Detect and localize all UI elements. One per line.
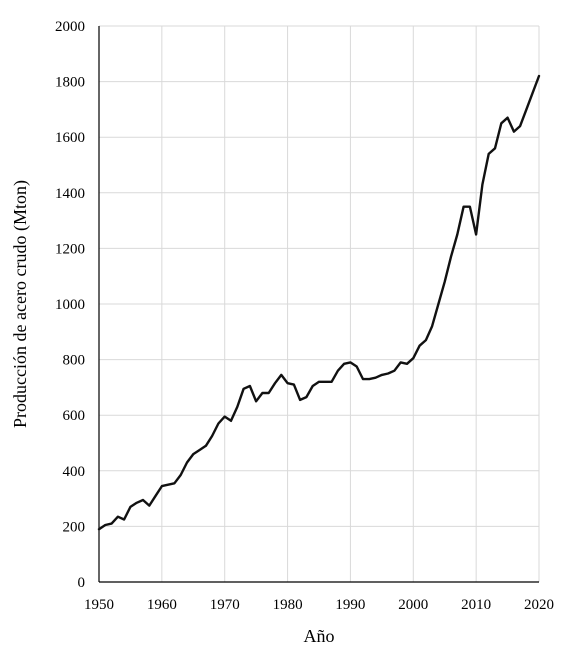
y-axis-title: Producción de acero crudo (Mton) [10, 180, 31, 428]
x-tick-labels: 1950 1960 1970 1980 1990 2000 2010 2020 [84, 597, 554, 613]
x-tick-label: 2010 [461, 597, 491, 613]
axes [98, 26, 539, 583]
x-tick-label: 1990 [335, 597, 365, 613]
x-tick-label: 1970 [210, 597, 240, 613]
gridlines [99, 25, 540, 582]
y-tick-labels: 0 200 400 600 800 1000 1200 1400 1600 1800 2000 [55, 19, 85, 591]
y-tick-label: 600 [63, 408, 86, 424]
y-tick-label: 200 [63, 519, 86, 535]
y-tick-label: 800 [63, 353, 86, 369]
y-tick-label: 400 [63, 464, 86, 480]
y-tick-label: 1600 [55, 130, 85, 146]
y-tick-label: 1200 [55, 241, 85, 257]
x-tick-label: 1960 [147, 597, 177, 613]
x-tick-label: 2000 [398, 597, 428, 613]
y-tick-label: 1800 [55, 75, 85, 91]
x-tick-label: 2020 [524, 597, 554, 613]
y-tick-label: 1400 [55, 186, 85, 202]
y-tick-label: 2000 [55, 19, 85, 35]
x-tick-label: 1980 [273, 597, 303, 613]
y-tick-label: 0 [78, 575, 86, 591]
y-tick-label: 1000 [55, 297, 85, 313]
series-line-steel-production [97, 74, 541, 531]
x-axis-title: Año [304, 626, 335, 646]
x-tick-label: 1950 [84, 597, 114, 613]
